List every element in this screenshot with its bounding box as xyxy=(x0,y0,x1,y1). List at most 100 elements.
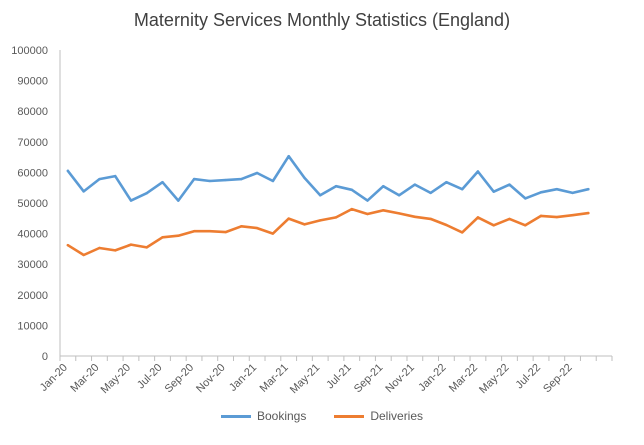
legend-label-deliveries: Deliveries xyxy=(370,409,424,423)
data-point-bookings xyxy=(587,188,590,191)
data-point-deliveries xyxy=(255,226,259,230)
data-point-deliveries xyxy=(460,231,464,234)
data-point-bookings xyxy=(319,194,322,197)
data-point-bookings xyxy=(177,199,180,202)
data-point-bookings xyxy=(224,178,227,182)
data-point-deliveries xyxy=(492,224,495,227)
x-tick-label: Jul-22 xyxy=(513,362,543,392)
data-point-deliveries xyxy=(476,216,480,219)
data-point-bookings xyxy=(445,180,448,184)
data-point-bookings xyxy=(366,199,369,202)
legend-item-bookings: Bookings xyxy=(220,409,307,423)
series-line-bookings xyxy=(66,154,590,202)
data-point-deliveries xyxy=(319,219,322,222)
data-point-bookings xyxy=(350,188,353,192)
data-point-bookings xyxy=(129,199,133,202)
x-tick-label: Mar-21 xyxy=(258,362,291,395)
x-tick-label: May-20 xyxy=(99,362,133,396)
data-point-deliveries xyxy=(508,217,511,221)
data-point-bookings xyxy=(429,191,432,195)
series-line-deliveries xyxy=(66,207,590,257)
y-tick-label: 10000 xyxy=(17,320,48,332)
legend-swatch-deliveries xyxy=(334,414,365,418)
y-tick-label: 50000 xyxy=(17,198,48,210)
data-point-bookings xyxy=(555,188,558,191)
y-tick-label: 100000 xyxy=(11,45,48,57)
legend: Bookings Deliveries xyxy=(0,409,644,423)
data-point-bookings xyxy=(240,177,243,181)
data-point-bookings xyxy=(161,180,164,184)
x-tick-label: Sep-20 xyxy=(163,362,197,396)
data-point-bookings xyxy=(287,154,290,158)
data-point-deliveries xyxy=(539,214,543,218)
chart-title: Maternity Services Monthly Statistics (E… xyxy=(133,10,511,30)
data-point-bookings xyxy=(397,194,401,197)
data-point-deliveries xyxy=(397,212,401,215)
legend-item-deliveries: Deliveries xyxy=(334,409,423,423)
data-point-deliveries xyxy=(177,234,180,237)
data-point-deliveries xyxy=(413,215,417,218)
data-point-deliveries xyxy=(524,224,527,227)
data-point-bookings xyxy=(255,171,259,175)
y-tick-label: 60000 xyxy=(17,167,48,179)
data-point-bookings xyxy=(382,184,385,188)
data-point-bookings xyxy=(524,197,527,200)
y-tick-label: 70000 xyxy=(17,137,48,149)
data-point-deliveries xyxy=(224,230,227,234)
y-tick-label: 20000 xyxy=(17,290,48,302)
data-point-deliveries xyxy=(382,209,385,212)
data-point-deliveries xyxy=(66,244,70,247)
x-tick-label: Jan-21 xyxy=(227,362,259,394)
data-point-bookings xyxy=(460,188,464,191)
data-point-deliveries xyxy=(82,253,85,257)
x-tick-label: Mar-20 xyxy=(68,362,101,395)
data-point-deliveries xyxy=(145,246,148,249)
data-point-deliveries xyxy=(303,223,306,226)
x-tick-label: Nov-21 xyxy=(383,362,417,396)
data-point-bookings xyxy=(539,191,543,194)
data-point-deliveries xyxy=(98,246,101,250)
data-point-bookings xyxy=(508,183,511,186)
data-point-bookings xyxy=(413,183,417,186)
data-point-bookings xyxy=(66,169,70,173)
x-tick-label: May-21 xyxy=(288,362,322,396)
data-point-deliveries xyxy=(192,229,196,233)
data-point-bookings xyxy=(114,174,117,178)
x-tick-label: Mar-22 xyxy=(447,362,480,395)
legend-label-bookings: Bookings xyxy=(256,409,307,423)
data-point-deliveries xyxy=(208,229,212,233)
data-point-deliveries xyxy=(287,217,290,220)
y-tick-label: 90000 xyxy=(17,76,48,88)
data-point-bookings xyxy=(208,179,212,183)
data-point-bookings xyxy=(303,176,306,180)
data-point-bookings xyxy=(492,190,495,193)
data-point-bookings xyxy=(334,184,338,188)
data-point-deliveries xyxy=(161,236,164,239)
data-point-bookings xyxy=(192,177,196,181)
data-point-deliveries xyxy=(334,216,338,219)
x-tick-label: Jul-20 xyxy=(135,362,165,392)
legend-swatch-bookings xyxy=(220,414,251,418)
x-tick-label: Sep-21 xyxy=(352,362,386,396)
data-point-deliveries xyxy=(271,232,275,235)
data-point-bookings xyxy=(571,191,574,195)
data-point-deliveries xyxy=(429,217,432,221)
data-point-bookings xyxy=(271,179,275,183)
data-point-bookings xyxy=(98,177,101,181)
data-point-deliveries xyxy=(587,211,590,215)
data-point-deliveries xyxy=(571,214,574,217)
x-tick-label: Jan-20 xyxy=(38,362,70,394)
data-point-deliveries xyxy=(350,207,353,211)
data-point-deliveries xyxy=(555,215,558,219)
data-point-bookings xyxy=(82,190,85,193)
x-tick-label: Jul-21 xyxy=(324,362,354,392)
y-tick-label: 0 xyxy=(42,351,48,363)
data-point-deliveries xyxy=(445,223,448,227)
x-tick-label: Nov-20 xyxy=(194,362,228,396)
y-tick-label: 40000 xyxy=(17,229,48,241)
y-tick-label: 80000 xyxy=(17,106,48,118)
data-point-bookings xyxy=(145,192,148,195)
x-tick-label: Jan-22 xyxy=(416,362,448,394)
data-point-deliveries xyxy=(129,243,133,246)
